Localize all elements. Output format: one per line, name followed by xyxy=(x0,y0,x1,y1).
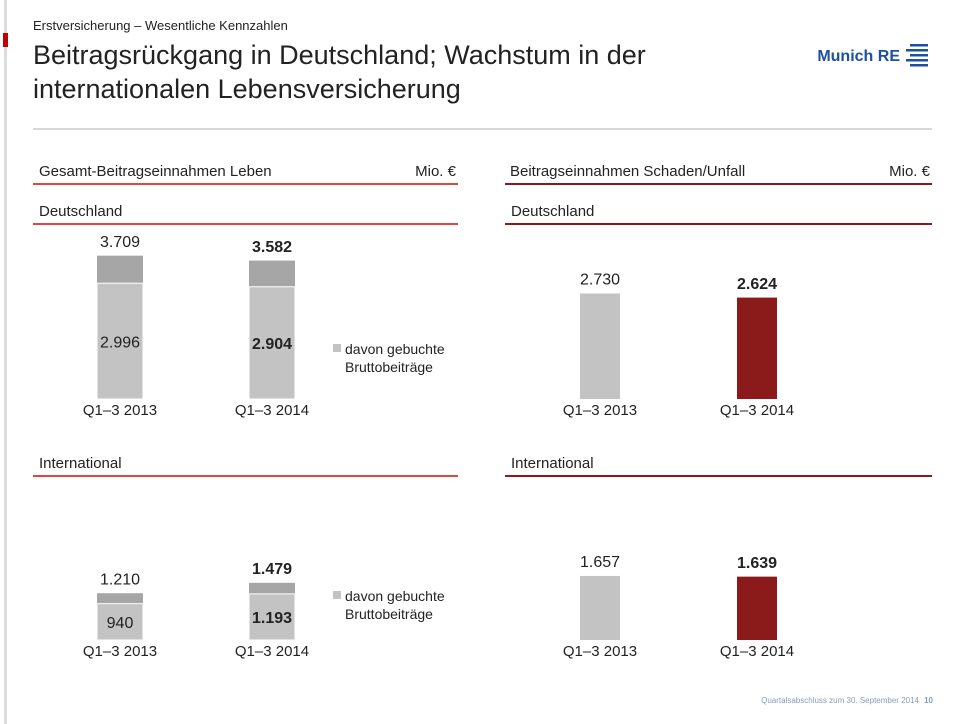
legend-label: davon gebuchte Bruttobeiträge xyxy=(345,341,445,375)
x-tick-label: Q1–3 2013 xyxy=(563,643,637,660)
legend-swatch xyxy=(333,591,341,599)
x-tick-label: Q1–3 2013 xyxy=(83,643,157,660)
section-unit: Mio. € xyxy=(889,163,931,180)
sub-bar xyxy=(96,603,144,641)
value-label: 1.657 xyxy=(580,554,620,571)
sub-bar xyxy=(248,593,296,641)
logo: Munich RE xyxy=(817,48,900,65)
panel-title: International xyxy=(511,455,594,472)
logo-icon xyxy=(906,44,928,67)
value-label: 1.479 xyxy=(252,561,292,578)
bar xyxy=(580,575,620,640)
x-tick-label: Q1–3 2013 xyxy=(563,402,637,419)
side-marker xyxy=(3,33,8,47)
value-label: 1.210 xyxy=(100,571,140,588)
sub-bar xyxy=(96,282,144,400)
kicker: Erstversicherung – Wesentliche Kennzahle… xyxy=(33,18,288,33)
x-tick-label: Q1–3 2014 xyxy=(235,643,309,660)
bar xyxy=(737,297,777,399)
x-tick-label: Q1–3 2014 xyxy=(720,402,794,419)
section-unit: Mio. € xyxy=(415,163,457,180)
value-label: 2.996 xyxy=(100,334,140,351)
x-tick-label: Q1–3 2014 xyxy=(720,643,794,660)
side-rail xyxy=(4,0,7,724)
bar xyxy=(737,576,777,640)
section-title: Beitragseinnahmen Schaden/Unfall xyxy=(510,163,745,180)
panel-title: Deutschland xyxy=(511,203,594,220)
legend-label: davon gebuchte Bruttobeiträge xyxy=(345,588,445,622)
page-number: 10 xyxy=(924,696,933,705)
value-label: 1.639 xyxy=(737,555,777,572)
value-label: 1.193 xyxy=(252,610,292,627)
footer-text: Quartalsabschluss zum 30. September 2014 xyxy=(761,696,919,705)
value-label: 2.624 xyxy=(737,276,777,293)
value-label: 3.709 xyxy=(100,234,140,251)
panel-title: International xyxy=(39,455,122,472)
section-title: Gesamt-Beitragseinnahmen Leben xyxy=(39,163,272,180)
value-label: 2.904 xyxy=(252,336,292,353)
panel-title: Deutschland xyxy=(39,203,122,220)
sub-bar xyxy=(248,286,296,400)
legend-swatch xyxy=(333,344,341,352)
bar xyxy=(580,293,620,399)
x-tick-label: Q1–3 2014 xyxy=(235,402,309,419)
slide-title: Beitragsrückgang in Deutschland; Wachstu… xyxy=(33,40,646,104)
value-label: 940 xyxy=(107,615,134,632)
value-label: 2.730 xyxy=(580,272,620,289)
value-label: 3.582 xyxy=(252,239,292,256)
x-tick-label: Q1–3 2013 xyxy=(83,402,157,419)
